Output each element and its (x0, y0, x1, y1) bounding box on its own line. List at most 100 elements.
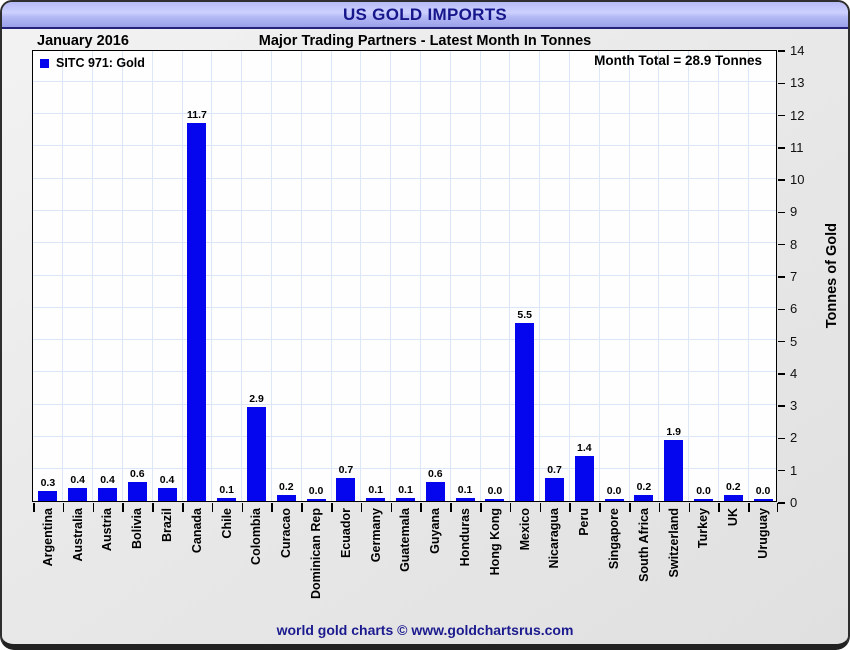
bar (187, 123, 207, 501)
bar (127, 481, 147, 501)
y-axis-tick (778, 179, 785, 181)
x-tick-label: Hong Kong (480, 508, 510, 623)
bar (693, 499, 714, 501)
y-axis-tick (778, 276, 785, 278)
legend-swatch-icon (40, 58, 49, 68)
gridline-horizontal (33, 435, 776, 437)
y-tick-label: 6 (790, 301, 798, 317)
y-tick-label: 10 (790, 172, 805, 188)
bar (395, 497, 416, 501)
gridline-vertical (479, 51, 481, 501)
x-axis-tick (122, 503, 124, 512)
bar-value-label: 0.4 (70, 474, 85, 487)
x-tick-label: Austria (93, 508, 123, 623)
gridline-vertical (598, 51, 600, 501)
gridline-horizontal (33, 242, 776, 244)
x-tick-label: Switzerland (659, 508, 689, 623)
x-axis-tick (152, 503, 154, 512)
x-tick-label-text: Mexico (517, 508, 532, 551)
x-axis-tick (62, 503, 65, 512)
bar-value-label: 0.0 (755, 485, 771, 497)
bar-value-label: 0.0 (308, 485, 324, 497)
y-axis-tick (778, 82, 785, 85)
x-tick-label: Peru (569, 508, 599, 623)
y-tick-label: 13 (790, 75, 805, 91)
x-axis-tick (480, 503, 482, 512)
x-tick-label-text: Australia (70, 508, 85, 562)
month-total-annotation: Month Total = 28.9 Tonnes (594, 53, 762, 68)
x-axis-tick (33, 503, 35, 512)
x-tick-label-text: Hong Kong (487, 508, 502, 576)
x-tick-label: Mexico (510, 508, 540, 623)
gridline-horizontal (33, 306, 776, 308)
x-tick-label-text: Guyana (428, 508, 443, 554)
x-tick-label: Germany (361, 508, 391, 623)
bar (664, 439, 684, 501)
y-axis-tick (778, 308, 785, 311)
x-tick-label: South Africa (629, 508, 659, 623)
bar (634, 494, 654, 501)
y-tick-label: 1 (790, 462, 798, 478)
bar-value-label: 1.4 (576, 441, 592, 454)
x-tick-label-text: Peru (577, 508, 592, 536)
bar-value-label: 5.5 (517, 309, 532, 322)
y-axis-tick (778, 437, 785, 440)
gridline-vertical (151, 51, 153, 501)
x-tick-label-text: Honduras (458, 508, 473, 567)
bar-value-label: 0.4 (159, 474, 175, 487)
x-axis-tick (331, 503, 333, 512)
gridline-vertical (628, 51, 630, 501)
gridline-vertical (360, 51, 362, 501)
x-tick-label-text: Germany (368, 508, 383, 563)
x-tick-label: Australia (63, 508, 93, 623)
y-tick-label: 5 (790, 333, 798, 349)
x-tick-label: Brazil (152, 508, 182, 623)
bar-value-label: 0.0 (696, 485, 711, 497)
gridline-horizontal (33, 371, 776, 373)
x-axis-tick (241, 503, 244, 512)
x-tick-label: Canada (182, 508, 212, 623)
gridline-vertical (568, 51, 570, 501)
x-tick-label-text: Bolivia (130, 508, 145, 549)
x-tick-label-text: Colombia (249, 508, 264, 565)
bar (217, 497, 237, 501)
gridline-vertical (539, 51, 541, 501)
x-tick-label-text: Brazil (160, 508, 175, 543)
x-tick-label-text: South Africa (636, 508, 651, 582)
x-axis-tick (271, 503, 273, 512)
bar-value-label: 0.7 (338, 464, 354, 477)
y-tick-label: 9 (790, 204, 798, 220)
bar-value-label: 2.9 (249, 393, 264, 406)
bar-value-label: 11.7 (186, 109, 207, 122)
x-tick-label-text: Singapore (607, 508, 622, 570)
y-tick-label: 8 (790, 236, 798, 252)
bar-value-label: 1.9 (666, 425, 681, 438)
x-axis-tick (718, 503, 720, 512)
x-tick-label-text: Canada (189, 508, 204, 554)
x-axis-tick (776, 503, 778, 512)
plot-area: 0.3 Argentina 0.4 Australia 0.4 Austria 0.6 Bol… (32, 43, 804, 599)
y-axis-tick (778, 114, 785, 117)
x-axis-tick (599, 503, 601, 512)
gridline-horizontal (33, 339, 776, 341)
bar-value-label: 0.0 (487, 485, 503, 497)
x-tick-label-text: UK (726, 508, 741, 527)
y-tick-label: 2 (790, 430, 798, 446)
y-axis-tick (778, 50, 785, 52)
x-axis-tick (539, 503, 542, 512)
gridline-vertical (211, 51, 213, 501)
x-axis-tick (211, 503, 214, 512)
bar (723, 494, 743, 501)
x-tick-label: Turkey (689, 508, 719, 623)
legend: SITC 971: Gold (40, 56, 145, 70)
gridline-vertical (62, 51, 64, 501)
bar-value-label: 0.2 (636, 480, 652, 493)
x-axis-tick (420, 503, 422, 512)
x-tick-label-text: Dominican Rep (309, 508, 324, 599)
bar (485, 499, 505, 501)
bar (753, 499, 773, 501)
y-axis-tick (778, 147, 785, 149)
x-axis-tick (748, 503, 750, 512)
x-tick-label-text: Turkey (696, 508, 711, 549)
